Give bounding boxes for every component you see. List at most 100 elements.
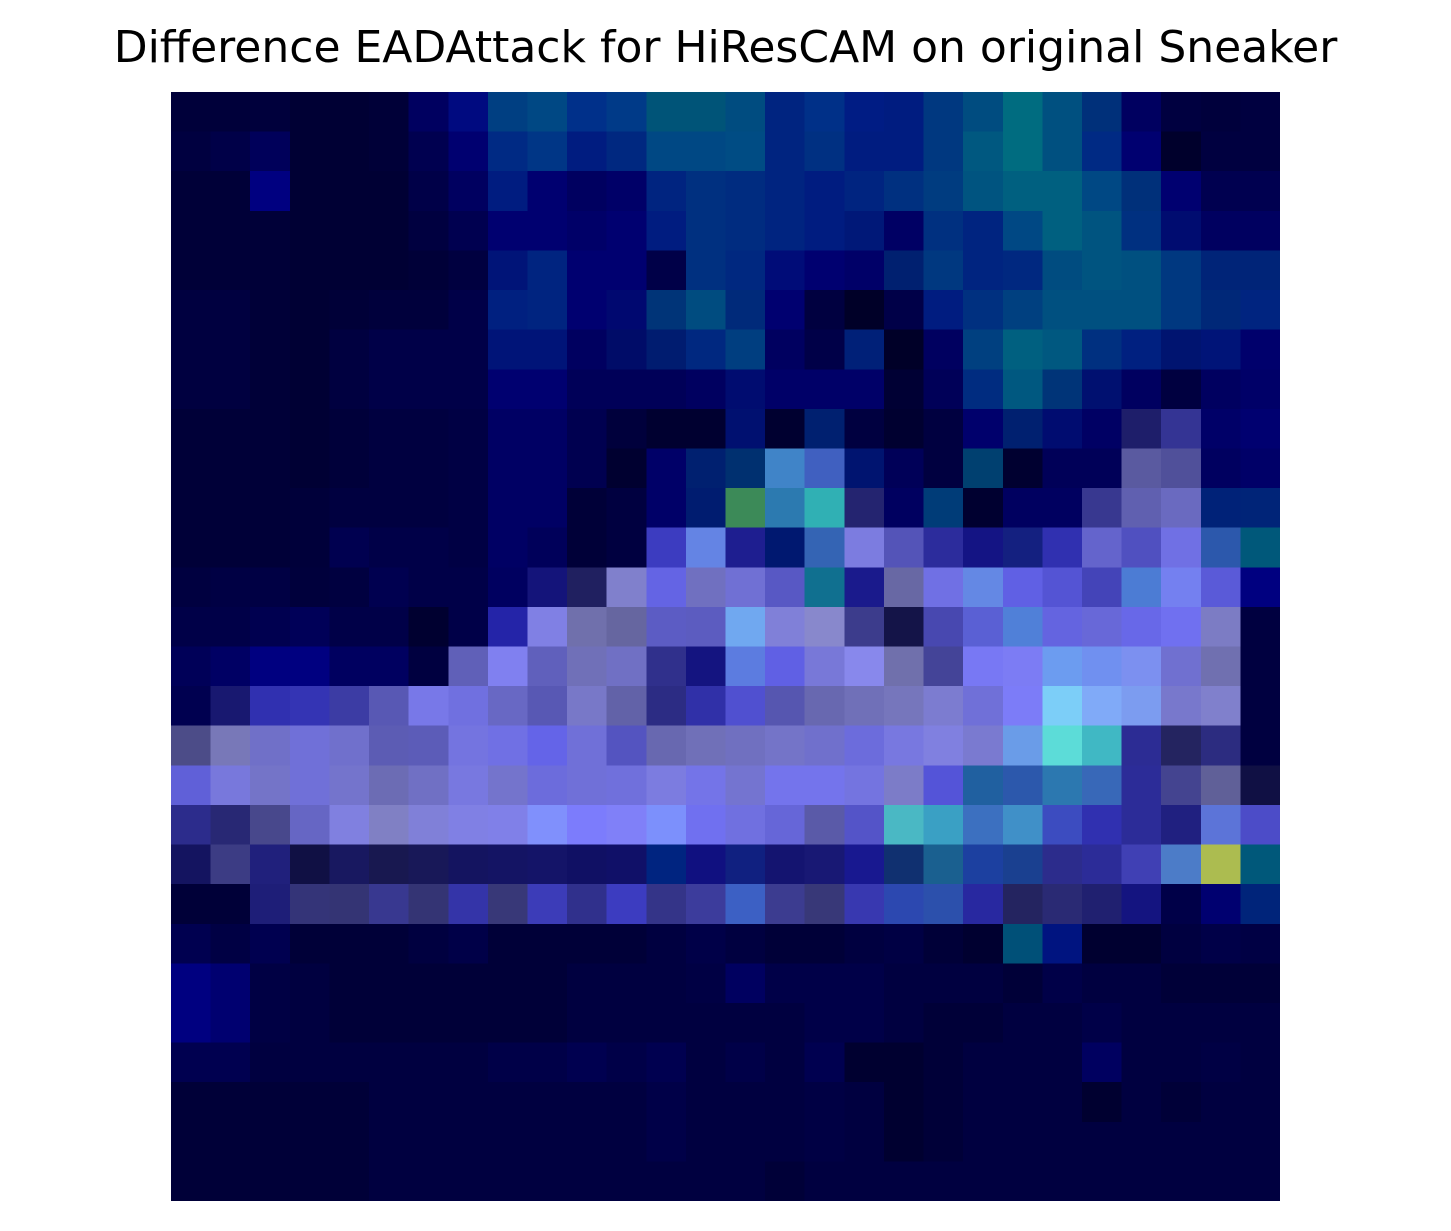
heatmap-cell: [408, 725, 449, 766]
heatmap-cell: [1042, 804, 1083, 846]
heatmap-cell: [329, 765, 370, 806]
heatmap-cell: [567, 804, 608, 846]
heatmap-cell: [844, 329, 885, 370]
heatmap-cell: [923, 290, 964, 331]
heatmap-cell: [725, 1082, 766, 1123]
heatmap-cell: [1161, 171, 1202, 212]
heatmap-cell: [171, 408, 212, 450]
heatmap-cell: [448, 448, 489, 489]
heatmap-cell: [171, 804, 212, 846]
heatmap-cell: [606, 488, 647, 529]
heatmap-cell: [1042, 92, 1083, 133]
heatmap-cell: [448, 1002, 489, 1044]
heatmap-cell: [250, 171, 291, 212]
heatmap-cell: [1121, 686, 1162, 727]
heatmap-cell: [725, 210, 766, 252]
heatmap-cell: [250, 1082, 291, 1123]
heatmap-cell: [1240, 448, 1280, 489]
heatmap-cell: [369, 884, 410, 925]
heatmap-cell: [289, 527, 331, 568]
heatmap-cell: [1200, 92, 1241, 133]
heatmap-cell: [527, 765, 568, 806]
heatmap-cell: [408, 844, 449, 885]
heatmap-cell: [923, 408, 964, 450]
heatmap-cell: [448, 131, 489, 172]
heatmap-cell: [606, 923, 647, 964]
heatmap-cell: [289, 1082, 331, 1123]
heatmap-cell: [765, 923, 806, 964]
heatmap-cell: [685, 686, 727, 727]
heatmap-cell: [685, 1121, 727, 1162]
heatmap-cell: [210, 765, 251, 806]
heatmap-cell: [1200, 290, 1241, 331]
heatmap-cell: [210, 131, 251, 172]
heatmap-cell: [1081, 92, 1123, 133]
heatmap-cell: [289, 646, 331, 687]
heatmap-cell: [923, 527, 964, 568]
heatmap-cell: [1042, 250, 1083, 291]
heatmap-cell: [250, 1161, 291, 1201]
heatmap-cell: [369, 369, 410, 410]
heatmap-cell: [329, 171, 370, 212]
heatmap-cell: [448, 329, 489, 370]
heatmap-cell: [844, 567, 885, 608]
heatmap-cell: [765, 171, 806, 212]
heatmap-cell: [844, 686, 885, 727]
heatmap-cell: [963, 527, 1004, 568]
heatmap-cell: [289, 804, 331, 846]
heatmap-cell: [329, 884, 370, 925]
heatmap-cell: [527, 606, 568, 648]
heatmap-cell: [1161, 488, 1202, 529]
heatmap-cell: [408, 606, 449, 648]
heatmap-cell: [567, 408, 608, 450]
heatmap-cell: [289, 448, 331, 489]
heatmap-cell: [1081, 250, 1123, 291]
heatmap-cell: [1161, 606, 1202, 648]
heatmap-cell: [725, 963, 766, 1004]
heatmap-cell: [646, 250, 687, 291]
heatmap-cell: [883, 171, 925, 212]
heatmap-cell: [923, 567, 964, 608]
heatmap-cell: [369, 131, 410, 172]
heatmap-cell: [844, 210, 885, 252]
heatmap-cell: [646, 527, 687, 568]
heatmap-cell: [883, 408, 925, 450]
heatmap-cell: [844, 408, 885, 450]
heatmap-cell: [844, 765, 885, 806]
heatmap-cell: [527, 923, 568, 964]
heatmap-cell: [210, 290, 251, 331]
heatmap-cell: [1002, 210, 1043, 252]
heatmap-cell: [369, 171, 410, 212]
heatmap-cell: [487, 92, 529, 133]
heatmap-cell: [765, 646, 806, 687]
heatmap-cell: [448, 92, 489, 133]
heatmap-cell: [1081, 210, 1123, 252]
heatmap-cell: [883, 369, 925, 410]
heatmap-cell: [606, 369, 647, 410]
heatmap-cell: [250, 844, 291, 885]
heatmap-cell: [963, 250, 1004, 291]
heatmap-cell: [1240, 567, 1280, 608]
heatmap-cell: [685, 1042, 727, 1083]
heatmap-cell: [923, 606, 964, 648]
heatmap-cell: [1121, 1042, 1162, 1083]
heatmap-cell: [369, 250, 410, 291]
heatmap-cell: [1240, 725, 1280, 766]
heatmap-cell: [963, 646, 1004, 687]
heatmap-cell: [606, 92, 647, 133]
heatmap-cell: [804, 963, 845, 1004]
heatmap-cell: [1240, 171, 1280, 212]
heatmap-cell: [1042, 1042, 1083, 1083]
heatmap-cell: [804, 527, 845, 568]
heatmap-cell: [1121, 923, 1162, 964]
heatmap-cell: [1200, 210, 1241, 252]
heatmap-cell: [487, 567, 529, 608]
heatmap-cell: [685, 765, 727, 806]
heatmap-cell: [685, 725, 727, 766]
heatmap-cell: [448, 963, 489, 1004]
heatmap-cell: [646, 1042, 687, 1083]
heatmap-cell: [963, 725, 1004, 766]
heatmap-cell: [527, 250, 568, 291]
heatmap-cell: [725, 567, 766, 608]
heatmap-cell: [171, 567, 212, 608]
